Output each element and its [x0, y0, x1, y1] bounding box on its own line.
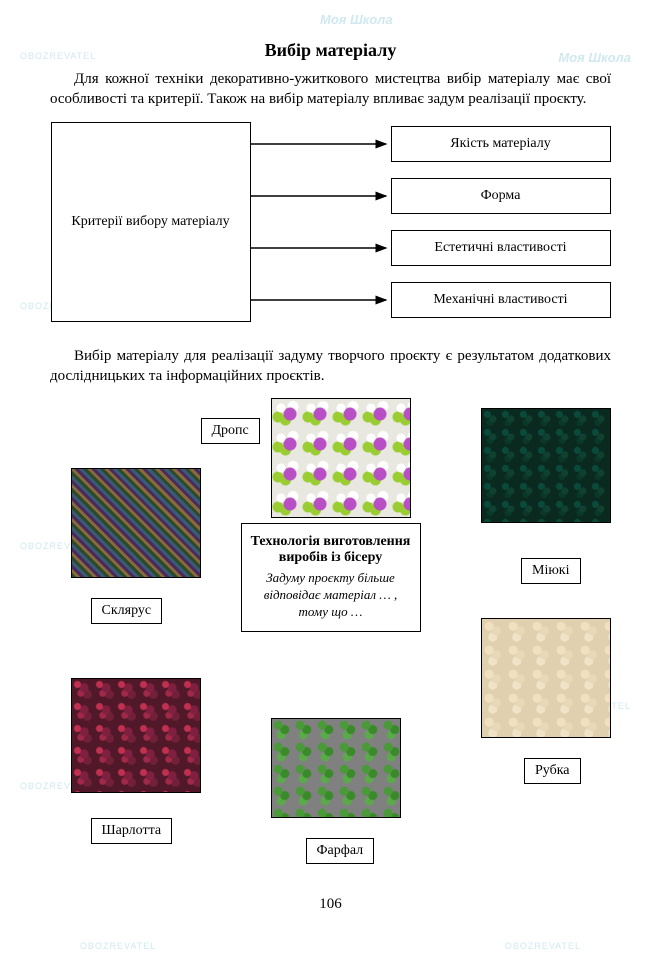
watermark-sub: OBOZREVATEL: [505, 940, 581, 952]
criteria-box-aesthetic: Естетичні властивості: [391, 230, 611, 266]
criteria-box-mechanical: Механічні властивості: [391, 282, 611, 318]
watermark-logo: Моя Школа: [320, 12, 393, 27]
center-tech-box: Технологія виготовлення виробів із бісер…: [241, 523, 421, 632]
diagram-main-box: Критерії вибору матеріалу: [51, 122, 251, 322]
tech-title: Технологія виготовлення виробів із бісер…: [250, 534, 412, 566]
mid-paragraph: Вибір матеріалу для реалізації задуму тв…: [50, 346, 611, 387]
bead-sharlotta-image: [71, 678, 201, 793]
bead-miyuki: [481, 408, 611, 523]
bead-rubka: [481, 618, 611, 738]
bead-farfal-label: Фарфал: [306, 838, 375, 864]
bead-drops-image: [271, 398, 411, 518]
diagram-arrows: [251, 122, 391, 322]
criteria-box-form: Форма: [391, 178, 611, 214]
bead-sklyarus-label: Склярус: [91, 598, 163, 624]
bead-sklyarus-image: [71, 468, 201, 578]
bead-rubka-label: Рубка: [524, 758, 581, 784]
watermark-sub: OBOZREVATEL: [80, 940, 156, 952]
bead-miyuki-image: [481, 408, 611, 523]
bead-rubka-image: [481, 618, 611, 738]
criteria-box-quality: Якість матеріалу: [391, 126, 611, 162]
tech-subtitle: Задуму проєкту більше відповідає матеріа…: [250, 570, 412, 621]
bead-farfal: [271, 718, 401, 818]
section-title: Вибір матеріалу: [50, 40, 611, 61]
bead-drops-label: Дропс: [201, 418, 260, 444]
bead-farfal-image: [271, 718, 401, 818]
page-number: 106: [50, 896, 611, 913]
bead-drops: [271, 398, 411, 518]
criteria-diagram: Критерії вибору матеріалу Якість матеріа…: [51, 122, 611, 332]
intro-paragraph: Для кожної техніки декоративно-ужитковог…: [50, 69, 611, 110]
bead-sharlotta: [71, 678, 201, 793]
bead-sklyarus: [71, 468, 201, 578]
bead-sharlotta-label: Шарлотта: [91, 818, 173, 844]
bead-miyuki-label: Міюкі: [521, 558, 581, 584]
bead-grid: Дропс Міюкі Склярус Технологія виготовле…: [51, 398, 611, 888]
